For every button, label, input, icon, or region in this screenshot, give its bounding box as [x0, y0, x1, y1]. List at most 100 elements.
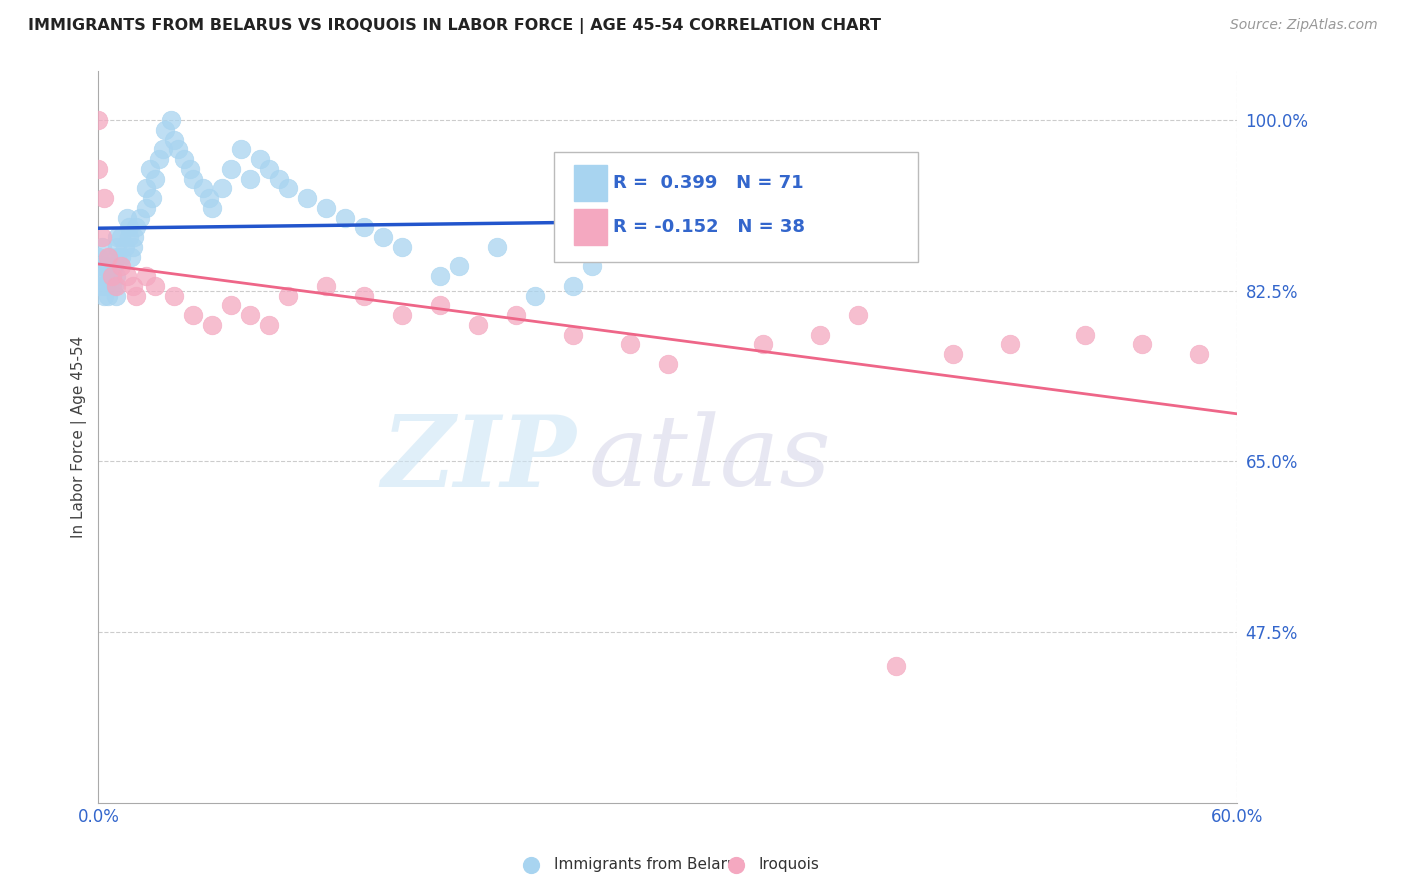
Point — [229, 142, 252, 156]
Point — [118, 230, 141, 244]
Point — [179, 161, 201, 176]
Point — [141, 191, 163, 205]
Point — [135, 269, 157, 284]
Point — [221, 298, 243, 312]
Point — [93, 288, 115, 302]
Point — [201, 318, 224, 332]
Point — [104, 279, 127, 293]
Point — [191, 181, 214, 195]
Text: R =  0.399   N = 71: R = 0.399 N = 71 — [613, 174, 804, 192]
Point — [87, 279, 110, 293]
Point — [486, 240, 509, 254]
Point — [104, 288, 127, 302]
Point — [100, 279, 122, 293]
Point — [353, 288, 375, 302]
Y-axis label: In Labor Force | Age 45-54: In Labor Force | Age 45-54 — [72, 336, 87, 538]
Point — [103, 279, 125, 293]
Point — [315, 279, 337, 293]
Point — [277, 288, 299, 302]
Point — [145, 171, 167, 186]
Point — [145, 279, 167, 293]
Point — [259, 161, 281, 176]
Point — [91, 269, 114, 284]
Point — [167, 142, 190, 156]
Point — [110, 230, 132, 244]
Point — [183, 308, 205, 322]
Point — [315, 201, 337, 215]
Point — [94, 269, 117, 284]
Text: R = -0.152   N = 38: R = -0.152 N = 38 — [613, 219, 806, 236]
Text: ZIP: ZIP — [382, 411, 576, 508]
Point — [124, 230, 146, 244]
Point — [884, 659, 907, 673]
Point — [619, 337, 641, 351]
Point — [93, 191, 115, 205]
Point — [371, 230, 394, 244]
FancyBboxPatch shape — [554, 152, 918, 261]
Point — [1188, 347, 1211, 361]
Point — [107, 240, 129, 254]
Point — [808, 327, 831, 342]
Point — [100, 269, 122, 284]
Point — [998, 337, 1021, 351]
Point — [429, 298, 451, 312]
Point — [114, 240, 136, 254]
Point — [752, 337, 775, 351]
Text: IMMIGRANTS FROM BELARUS VS IROQUOIS IN LABOR FORCE | AGE 45-54 CORRELATION CHART: IMMIGRANTS FROM BELARUS VS IROQUOIS IN L… — [28, 18, 882, 34]
Point — [148, 152, 170, 166]
Point — [104, 269, 127, 284]
Point — [129, 211, 152, 225]
Point — [239, 171, 262, 186]
Point — [110, 260, 132, 274]
Point — [115, 211, 138, 225]
Point — [91, 230, 114, 244]
Point — [942, 347, 965, 361]
Point — [267, 171, 290, 186]
Point — [297, 191, 319, 205]
Point — [91, 240, 114, 254]
Point — [581, 260, 603, 274]
Point — [118, 220, 141, 235]
Point — [152, 142, 174, 156]
Text: Immigrants from Belarus: Immigrants from Belarus — [554, 857, 745, 872]
Point — [98, 250, 121, 264]
FancyBboxPatch shape — [575, 209, 607, 244]
Point — [239, 308, 262, 322]
Point — [277, 181, 299, 195]
Point — [135, 201, 157, 215]
Point — [1132, 337, 1154, 351]
Point — [335, 211, 357, 225]
Point — [197, 191, 219, 205]
Point — [125, 288, 148, 302]
Point — [505, 308, 527, 322]
Point — [93, 260, 115, 274]
Point — [121, 240, 143, 254]
Point — [135, 181, 157, 195]
Point — [846, 308, 869, 322]
Point — [87, 113, 110, 128]
Point — [159, 113, 181, 128]
Text: atlas: atlas — [588, 411, 831, 507]
Point — [524, 288, 547, 302]
Point — [153, 123, 176, 137]
Point — [657, 357, 679, 371]
Point — [183, 171, 205, 186]
Point — [211, 181, 233, 195]
Point — [249, 152, 271, 166]
Point — [353, 220, 375, 235]
Point — [429, 269, 451, 284]
Point — [125, 220, 148, 235]
Point — [391, 240, 413, 254]
Point — [467, 318, 489, 332]
Text: Source: ZipAtlas.com: Source: ZipAtlas.com — [1230, 18, 1378, 32]
Point — [107, 250, 129, 264]
Point — [93, 279, 115, 293]
Point — [110, 250, 132, 264]
Text: Iroquois: Iroquois — [759, 857, 820, 872]
Point — [562, 279, 585, 293]
Point — [94, 279, 117, 293]
Point — [97, 260, 120, 274]
Point — [449, 260, 471, 274]
Point — [87, 250, 110, 264]
Point — [562, 327, 585, 342]
